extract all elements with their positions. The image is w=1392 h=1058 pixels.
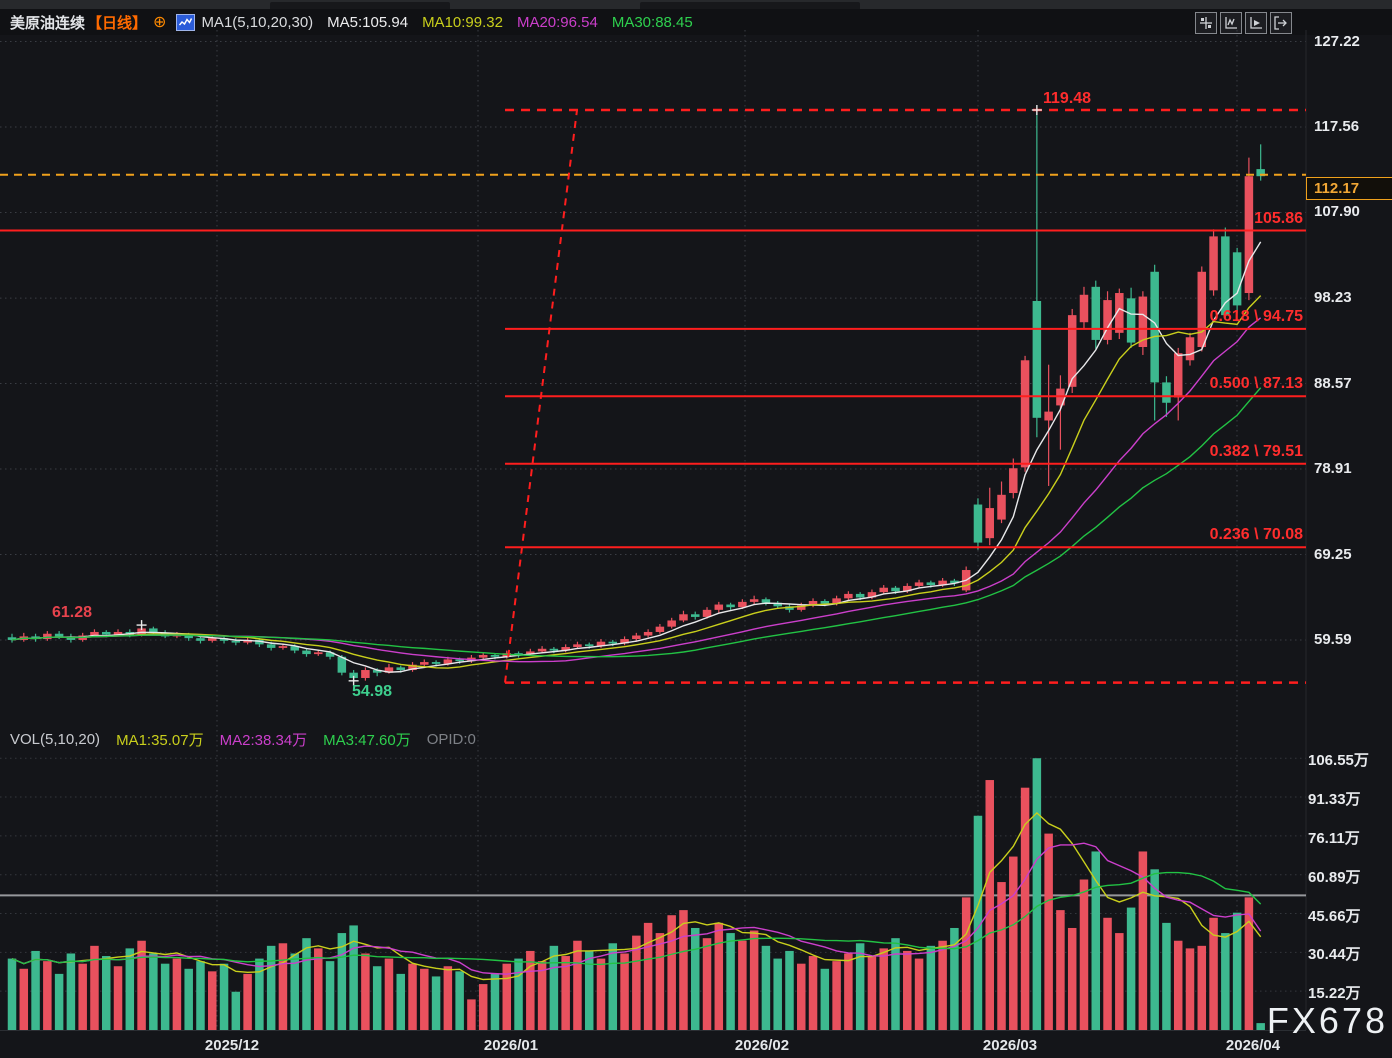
month-label: 2026/02 bbox=[734, 1037, 790, 1054]
chart-toolbar bbox=[1195, 12, 1292, 34]
ma10-value: MA10:99.32 bbox=[422, 13, 503, 31]
volume-tick-label: 15.22万 bbox=[1308, 985, 1361, 1003]
ma5-value: MA5:105.94 bbox=[327, 13, 409, 31]
axis-chart-left-icon[interactable] bbox=[1220, 12, 1242, 34]
current-price-badge: 112.17 bbox=[1306, 176, 1392, 200]
top-tab-mark bbox=[640, 2, 860, 9]
ma30-value: MA30:88.45 bbox=[611, 13, 693, 31]
axis-chart-play-icon[interactable] bbox=[1245, 12, 1267, 34]
fib-level-label: 0.382 \ 79.51 bbox=[1209, 442, 1303, 460]
volume-tick-label: 106.55万 bbox=[1308, 752, 1369, 770]
fib-level-label: 0.236 \ 70.08 bbox=[1209, 526, 1303, 544]
swing-low-label: 54.98 bbox=[352, 682, 393, 700]
price-tick-label: 127.22 bbox=[1314, 32, 1360, 50]
fib-level-label: 0.500 \ 87.13 bbox=[1209, 375, 1303, 393]
month-label: 2026/04 bbox=[1225, 1037, 1281, 1054]
volume-tick-label: 60.89万 bbox=[1308, 868, 1361, 886]
chart-header: 美原油连续 【日线】 ⊕ MA1(5,10,20,30) MA5:105.94 … bbox=[0, 9, 1392, 35]
price-tick-label: 117.56 bbox=[1314, 117, 1360, 135]
add-indicator-icon[interactable]: ⊕ bbox=[153, 14, 167, 31]
month-label: 2025/12 bbox=[204, 1037, 260, 1054]
instrument-name: 美原油连续 bbox=[10, 14, 86, 32]
minor-high-label: 61.28 bbox=[52, 604, 93, 622]
volume-header: VOL(5,10,20) MA1:35.07万 MA2:38.34万 MA3:4… bbox=[0, 727, 1310, 751]
volume-tick-label: 45.66万 bbox=[1308, 907, 1361, 925]
ma20-value: MA20:96.54 bbox=[516, 13, 598, 31]
volume-indicator-label[interactable]: VOL(5,10,20) bbox=[10, 730, 101, 748]
volume-ma2-value: MA2:38.34万 bbox=[219, 731, 308, 749]
volume-ma1-value: MA1:35.07万 bbox=[116, 731, 204, 749]
price-tick-label: 107.90 bbox=[1314, 203, 1360, 221]
price-tick-label: 98.23 bbox=[1314, 289, 1352, 307]
opid-value: OPID:0 bbox=[426, 730, 476, 748]
timeframe-label[interactable]: 【日线】 bbox=[87, 14, 148, 32]
ma-settings-label[interactable]: MA1(5,10,20,30) bbox=[201, 13, 314, 31]
resistance-label: 105.86 bbox=[1254, 209, 1303, 227]
month-label: 2026/03 bbox=[982, 1037, 1038, 1054]
price-tick-label: 69.25 bbox=[1314, 545, 1352, 563]
price-tick-label: 78.91 bbox=[1314, 460, 1352, 478]
price-tick-label: 88.57 bbox=[1314, 374, 1352, 392]
move-crosshair-icon[interactable] bbox=[1195, 12, 1217, 34]
volume-tick-label: 76.11万 bbox=[1308, 829, 1360, 847]
swing-high-label: 119.48 bbox=[1043, 90, 1092, 107]
volume-tick-label: 30.44万 bbox=[1308, 946, 1361, 964]
price-tick-label: 59.59 bbox=[1314, 631, 1352, 649]
volume-ma3-value: MA3:47.60万 bbox=[323, 731, 411, 749]
top-tab-mark bbox=[270, 2, 450, 9]
chart-type-icon[interactable] bbox=[176, 13, 196, 31]
month-label: 2026/01 bbox=[483, 1037, 539, 1054]
window-top-strip bbox=[0, 0, 1392, 9]
fib-level-label: 0.618 \ 94.75 bbox=[1209, 307, 1303, 325]
volume-tick-label: 91.33万 bbox=[1308, 791, 1361, 809]
watermark: FX678 bbox=[1266, 1000, 1388, 1041]
exit-right-icon[interactable] bbox=[1270, 12, 1292, 34]
